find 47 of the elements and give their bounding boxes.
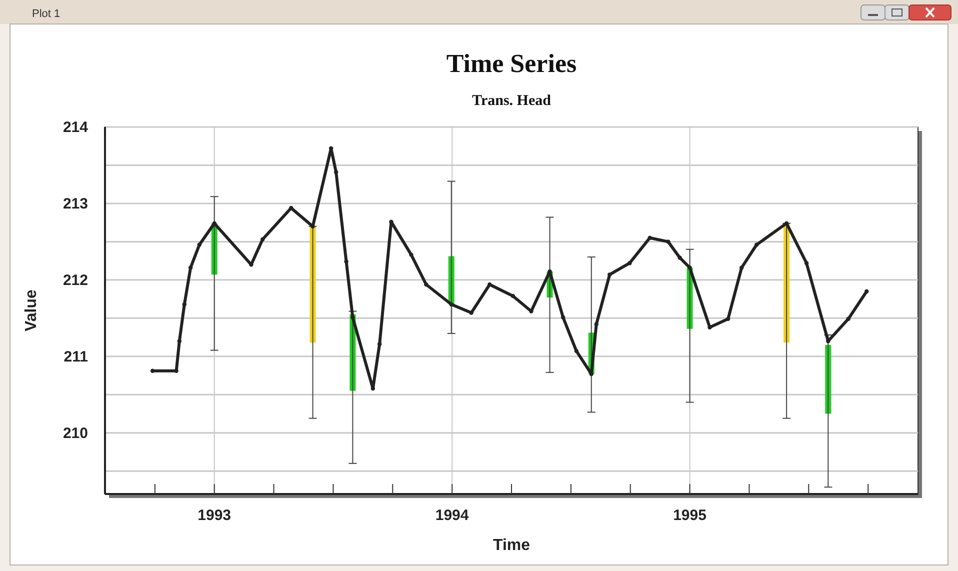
point [260,237,265,242]
point [804,260,809,266]
point [409,252,414,257]
point [449,302,454,306]
point [510,294,516,298]
y-tick-label: 212 [62,272,88,289]
y-tick-label: 211 [64,348,88,366]
point [188,266,193,270]
text: Plot 1 [32,8,60,20]
point [334,170,338,174]
point [754,242,759,247]
point [197,242,202,247]
point [740,266,744,270]
point [666,240,670,244]
point [389,220,394,224]
chart-subtitle: Trans. Head [472,93,552,109]
x-tick-label: 1993 [198,507,232,524]
point [560,315,566,320]
y-tick-label: 210 [62,424,88,442]
point [174,368,178,374]
point [488,282,492,287]
x-axis-title: Time [492,537,530,554]
point [289,206,294,210]
point [846,316,850,322]
point [182,302,187,306]
y-tick-label: 214 [62,119,89,136]
point [177,338,182,344]
point [594,322,598,326]
point [688,266,692,270]
point [628,260,632,266]
point [150,368,155,374]
point [864,289,869,294]
point [678,256,682,260]
point [350,315,355,320]
y-tick-label: 213 [62,195,88,212]
point [648,236,652,240]
point [424,282,428,287]
y-axis-title: Value [23,290,40,332]
point [574,348,579,354]
point [469,310,474,315]
point [708,325,712,330]
point [608,272,612,277]
point [726,316,730,322]
point [377,342,382,346]
x-tick-label: 1995 [673,507,706,524]
x-tick-label: 1994 [435,507,470,524]
chart-title: Time Series [446,49,577,78]
